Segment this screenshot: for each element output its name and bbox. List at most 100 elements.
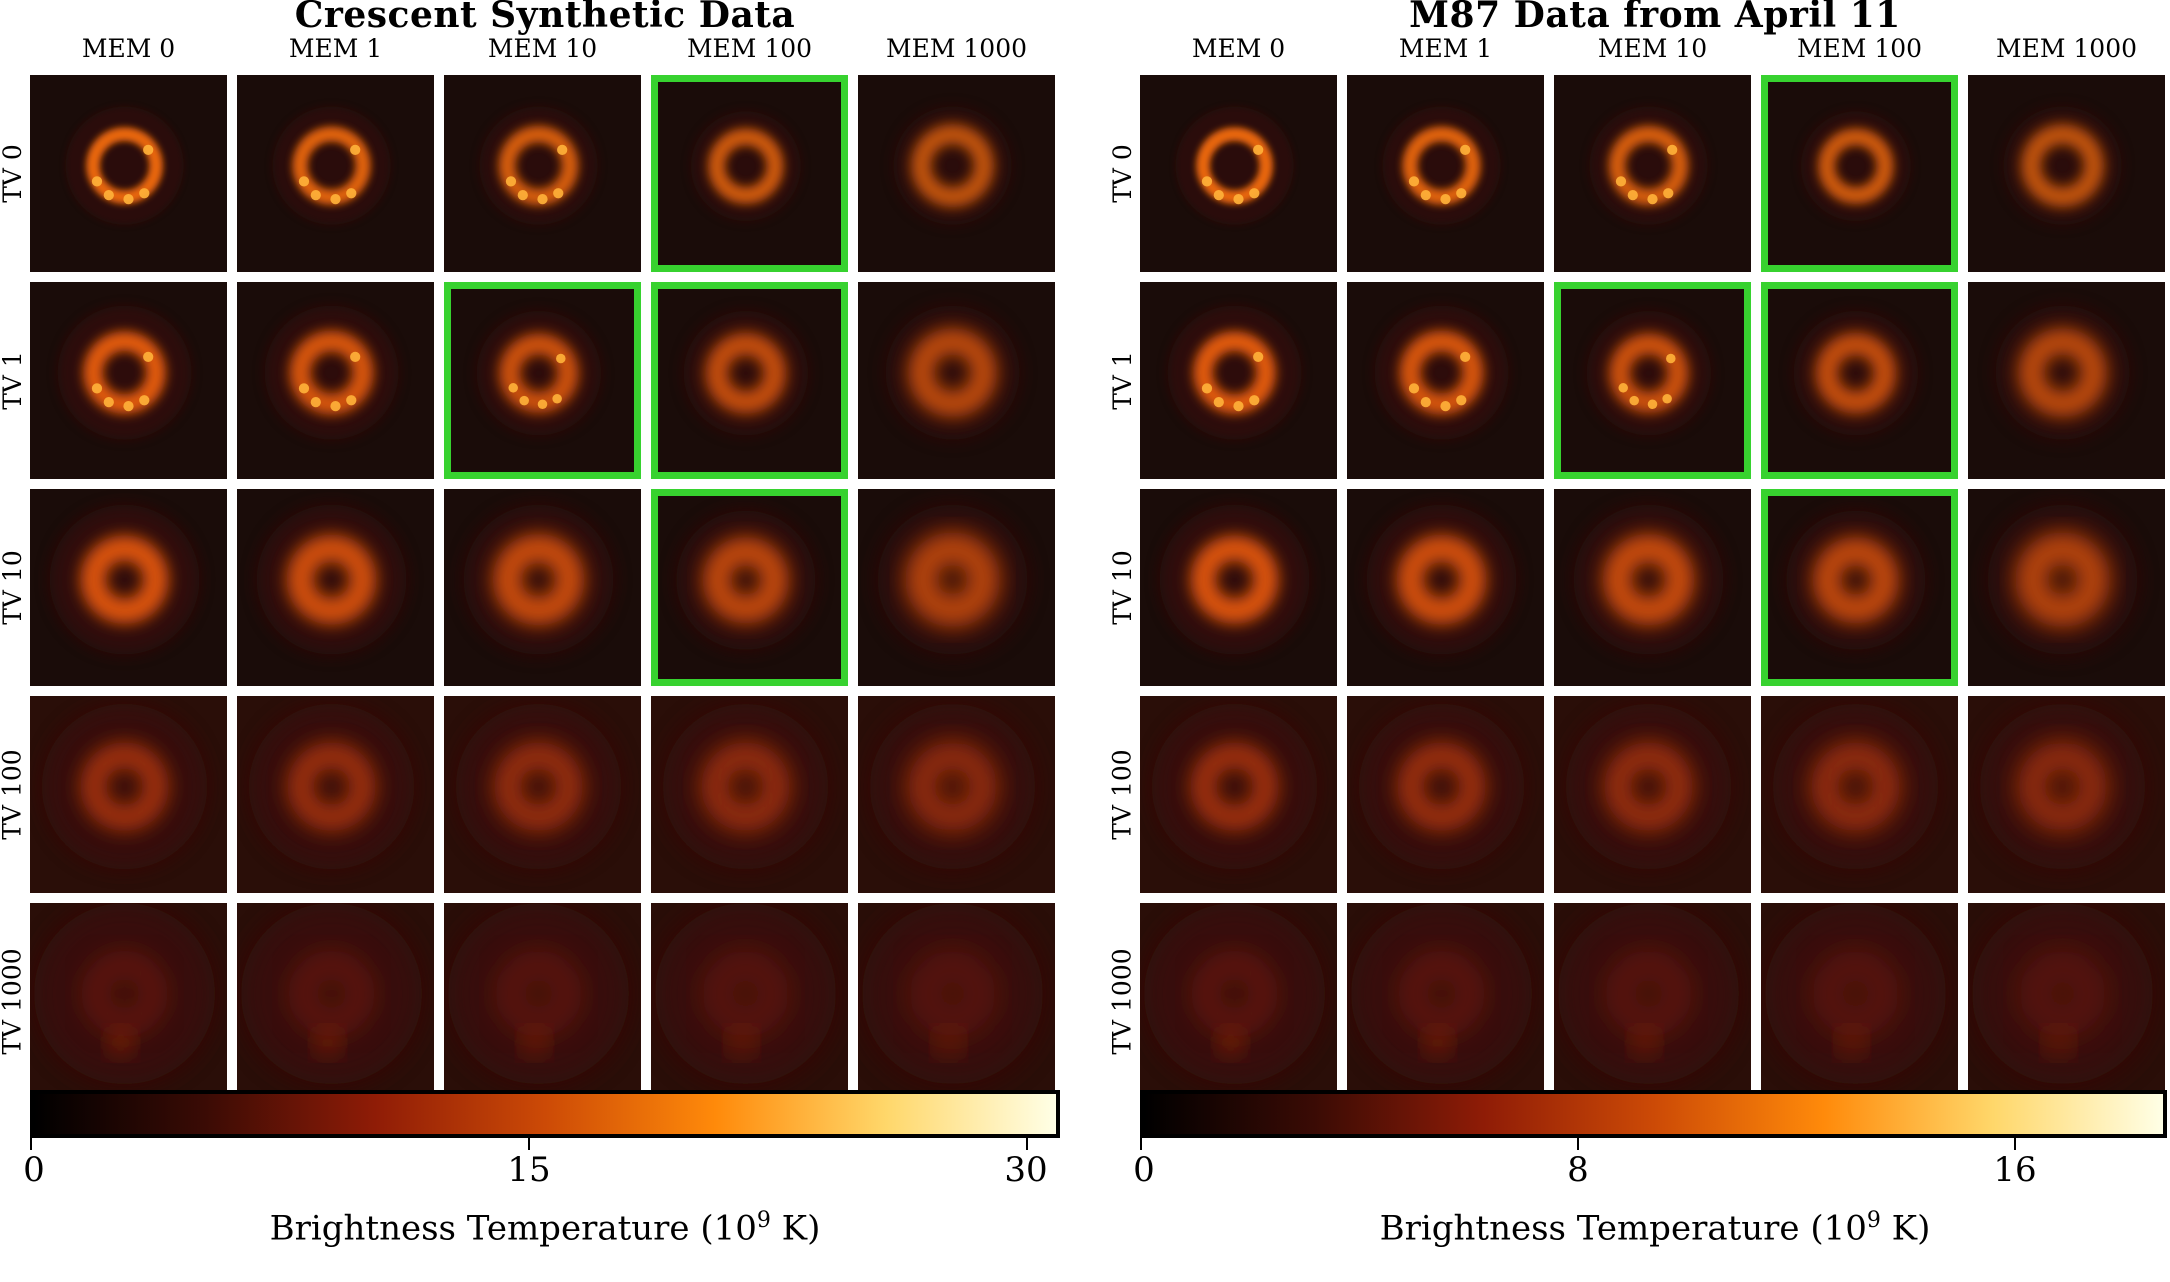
colorbar bbox=[1140, 1090, 2167, 1138]
column-label: MEM 100 bbox=[1796, 34, 1923, 63]
reconstruction-image bbox=[1554, 75, 1751, 272]
reconstruction-image bbox=[1968, 282, 2165, 479]
tick-label: 16 bbox=[1993, 1150, 2037, 1190]
ring-image bbox=[444, 903, 641, 1100]
reconstruction-image bbox=[1554, 489, 1751, 686]
row-label: TV 10 bbox=[1107, 550, 1137, 625]
reconstruction-image bbox=[1554, 903, 1751, 1100]
ring-image bbox=[1140, 75, 1337, 272]
reconstruction-image bbox=[444, 696, 641, 893]
reconstruction-image bbox=[1554, 696, 1751, 893]
ring-image bbox=[1768, 496, 1951, 679]
reconstruction-image bbox=[30, 75, 227, 272]
ring-image bbox=[658, 496, 841, 679]
reconstruction-image bbox=[1968, 75, 2165, 272]
row-label: TV 1 bbox=[0, 351, 27, 410]
row-label: TV 10 bbox=[0, 550, 27, 625]
ring-image bbox=[858, 903, 1055, 1100]
ring-image bbox=[1554, 489, 1751, 686]
reconstruction-image bbox=[237, 75, 434, 272]
reconstruction-image bbox=[858, 903, 1055, 1100]
left-panel: Crescent Synthetic Data 0 15 30 Brightne… bbox=[0, 0, 1060, 1282]
ring-image bbox=[444, 489, 641, 686]
reconstruction-image bbox=[30, 489, 227, 686]
reconstruction-image bbox=[1347, 696, 1544, 893]
reconstruction-image bbox=[1140, 903, 1337, 1100]
tick-mark bbox=[2014, 1138, 2016, 1150]
column-label: MEM 1000 bbox=[1995, 34, 2137, 63]
column-label: MEM 0 bbox=[81, 34, 176, 63]
ring-image bbox=[451, 289, 634, 472]
tick-mark bbox=[1577, 1138, 1579, 1150]
row-label: TV 1000 bbox=[0, 948, 27, 1055]
tick-label: 0 bbox=[1133, 1150, 1155, 1190]
reconstruction-image bbox=[858, 489, 1055, 686]
ring-image bbox=[1140, 282, 1337, 479]
ring-image bbox=[1554, 903, 1751, 1100]
row-label: TV 0 bbox=[1107, 144, 1137, 203]
tick-label: 0 bbox=[23, 1150, 45, 1190]
reconstruction-image bbox=[651, 282, 848, 479]
right-panel: M87 Data from April 11 0 8 16 Brightness… bbox=[1108, 0, 2170, 1282]
reconstruction-image bbox=[30, 696, 227, 893]
ring-image bbox=[237, 489, 434, 686]
ring-image bbox=[30, 282, 227, 479]
ring-image bbox=[1554, 75, 1751, 272]
row-label: TV 1000 bbox=[1107, 948, 1137, 1055]
column-label: MEM 1 bbox=[1398, 34, 1493, 63]
reconstruction-image bbox=[237, 903, 434, 1100]
ring-image bbox=[1768, 82, 1951, 265]
reconstruction-image bbox=[651, 75, 848, 272]
ring-image bbox=[1968, 903, 2165, 1100]
ring-image bbox=[1968, 489, 2165, 686]
ring-image bbox=[1140, 696, 1337, 893]
ring-image bbox=[858, 75, 1055, 272]
reconstruction-image bbox=[1968, 696, 2165, 893]
reconstruction-image bbox=[1761, 282, 1958, 479]
reconstruction-image bbox=[30, 282, 227, 479]
reconstruction-image bbox=[1140, 282, 1337, 479]
reconstruction-image bbox=[444, 75, 641, 272]
panel-title: M87 Data from April 11 bbox=[1409, 0, 1901, 36]
ring-image bbox=[1761, 903, 1958, 1100]
ring-image bbox=[1347, 282, 1544, 479]
ring-image bbox=[30, 903, 227, 1100]
tick-label: 8 bbox=[1567, 1150, 1589, 1190]
ring-image bbox=[1968, 696, 2165, 893]
reconstruction-image bbox=[1968, 489, 2165, 686]
tick-mark bbox=[30, 1138, 32, 1150]
reconstruction-image bbox=[444, 903, 641, 1100]
reconstruction-image bbox=[1761, 696, 1958, 893]
colorbar-label: Brightness Temperature (109 K) bbox=[269, 1208, 821, 1249]
reconstruction-image bbox=[1761, 75, 1958, 272]
colorbar bbox=[30, 1090, 1060, 1138]
ring-image bbox=[1140, 903, 1337, 1100]
ring-image bbox=[858, 489, 1055, 686]
colorbar-label: Brightness Temperature (109 K) bbox=[1379, 1208, 1931, 1249]
ring-image bbox=[1561, 289, 1744, 472]
ring-image bbox=[1347, 75, 1544, 272]
ring-image bbox=[858, 282, 1055, 479]
ring-image bbox=[1968, 282, 2165, 479]
row-label: TV 1 bbox=[1107, 351, 1137, 410]
reconstruction-image bbox=[858, 696, 1055, 893]
reconstruction-image bbox=[1347, 75, 1544, 272]
reconstruction-image bbox=[651, 489, 848, 686]
ring-image bbox=[1140, 489, 1337, 686]
reconstruction-image bbox=[858, 75, 1055, 272]
ring-image bbox=[1347, 696, 1544, 893]
column-label: MEM 100 bbox=[686, 34, 813, 63]
reconstruction-image bbox=[1761, 903, 1958, 1100]
reconstruction-image bbox=[30, 903, 227, 1100]
ring-image bbox=[1347, 903, 1544, 1100]
ring-image bbox=[237, 903, 434, 1100]
reconstruction-image bbox=[1140, 75, 1337, 272]
reconstruction-image bbox=[1554, 282, 1751, 479]
ring-image bbox=[30, 489, 227, 686]
tick-mark bbox=[1140, 1138, 1142, 1150]
row-label: TV 100 bbox=[1107, 749, 1137, 840]
reconstruction-image bbox=[651, 696, 848, 893]
reconstruction-image bbox=[237, 489, 434, 686]
ring-image bbox=[1554, 696, 1751, 893]
reconstruction-image bbox=[1347, 282, 1544, 479]
